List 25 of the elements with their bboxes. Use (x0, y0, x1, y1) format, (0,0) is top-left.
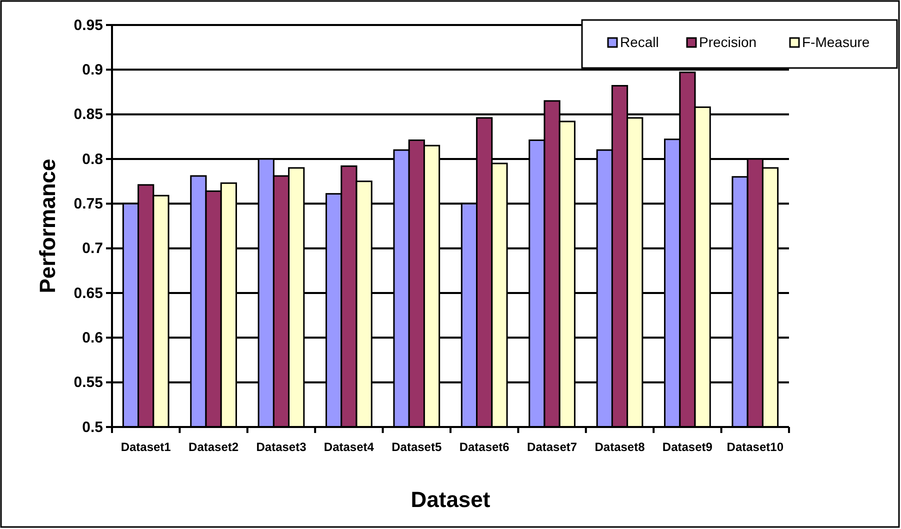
x-tick-label: Dataset5 (392, 440, 442, 454)
y-tick-label: 0.8 (82, 150, 103, 168)
y-tick-label: 0.6 (82, 329, 103, 346)
y-axis-title: Performance (35, 158, 60, 294)
y-tick-label: 0.85 (74, 106, 103, 124)
x-tick-label: Dataset3 (256, 440, 307, 454)
x-tick-label: Dataset7 (527, 440, 578, 454)
y-tick-label: 0.75 (74, 195, 103, 212)
x-tick-label: Dataset2 (188, 440, 239, 454)
y-tick-label: 0.9 (82, 61, 103, 78)
legend-label: F-Measure (802, 34, 870, 50)
x-tick-label: Dataset10 (726, 440, 784, 454)
y-tick-label: 0.65 (74, 284, 103, 302)
x-tick-label: Dataset1 (120, 440, 172, 454)
y-tick-label: 0.7 (82, 240, 103, 258)
x-tick-label: Dataset8 (594, 440, 646, 454)
legend-label: Precision (699, 34, 757, 50)
x-tick-label: Dataset9 (662, 440, 713, 454)
x-tick-label: Dataset4 (324, 440, 374, 454)
x-axis-title: Dataset (410, 487, 491, 512)
y-tick-label: 0.5 (82, 418, 103, 436)
legend-label: Recall (620, 34, 659, 50)
y-tick-label: 0.55 (74, 374, 103, 392)
y-tick-label: 0.95 (74, 16, 103, 34)
x-tick-label: Dataset6 (459, 440, 510, 454)
